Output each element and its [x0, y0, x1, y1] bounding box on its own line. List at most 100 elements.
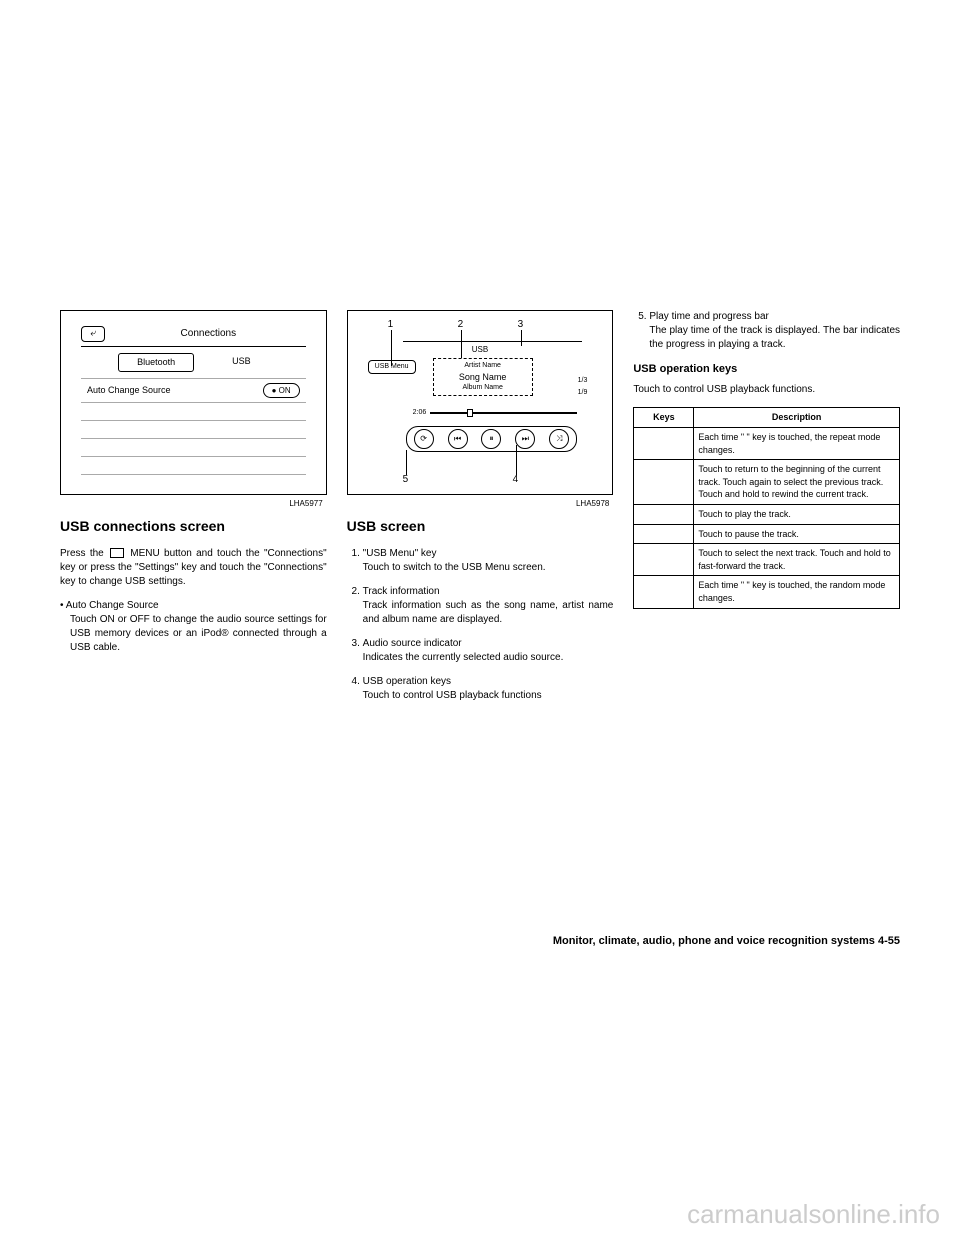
th-keys: Keys	[634, 408, 694, 428]
col3-intro: Touch to control USB playback functions.	[633, 383, 900, 397]
column-2: 1 2 3 USB USB Menu Artist Name Song Name…	[347, 310, 614, 713]
cell-desc: Touch to pause the track.	[694, 524, 900, 544]
callout-line	[516, 445, 517, 475]
callout-4: 4	[513, 473, 519, 487]
col2-header: USB screen	[347, 517, 614, 537]
li-body: The play time of the track is displayed.…	[649, 325, 900, 350]
cell-desc: Touch to select the next track. Touch an…	[694, 544, 900, 576]
on-badge: ● ON	[263, 383, 300, 398]
col1-header: USB connections screen	[60, 517, 327, 537]
cell-key	[634, 460, 694, 505]
figure-1-inner: ⤶ Connections Bluetooth USB Auto Change …	[81, 326, 306, 475]
cell-key	[634, 524, 694, 544]
watermark: carmanualsonline.info	[687, 1199, 940, 1230]
progress-bar	[430, 412, 577, 414]
album-name: Album Name	[444, 383, 522, 393]
time-row: 2:06	[413, 408, 578, 418]
figure-1: ⤶ Connections Bluetooth USB Auto Change …	[60, 310, 327, 495]
fig1-title-row: ⤶ Connections	[81, 326, 306, 347]
column-3: Play time and progress bar The play time …	[633, 310, 900, 713]
page-footer: Monitor, climate, audio, phone and voice…	[553, 935, 900, 947]
callout-line	[521, 330, 522, 346]
li-body: Track information such as the song name,…	[363, 600, 614, 625]
fig1-row-empty	[81, 439, 306, 457]
fig2-topline	[403, 341, 583, 342]
fig1-title: Connections	[111, 327, 306, 341]
page-content: ⤶ Connections Bluetooth USB Auto Change …	[60, 310, 900, 713]
frac-2: 1/9	[578, 388, 588, 398]
li-body: Touch to switch to the USB Menu screen.	[363, 562, 546, 573]
table-row: Each time " " key is touched, the random…	[634, 576, 900, 608]
usb-indicator: USB	[472, 344, 488, 355]
li-body: Touch to control USB playback functions	[363, 690, 542, 701]
col1-body-1: Press the MENU button and touch the "Con…	[60, 547, 327, 589]
figure-2: 1 2 3 USB USB Menu Artist Name Song Name…	[347, 310, 614, 495]
pause-icon: ⏸	[481, 429, 501, 449]
figure-2-inner: 1 2 3 USB USB Menu Artist Name Song Name…	[358, 316, 603, 489]
track-info-box: Artist Name Song Name Album Name	[433, 358, 533, 396]
next-icon: ⏭	[515, 429, 535, 449]
th-desc: Description	[694, 408, 900, 428]
callout-line	[406, 450, 407, 475]
list-item: USB operation keys Touch to control USB p…	[363, 675, 614, 703]
cell-key	[634, 504, 694, 524]
fig1-rows: Auto Change Source ● ON	[81, 378, 306, 475]
li-body: Indicates the currently selected audio s…	[363, 652, 564, 663]
figure-1-label: LHA5977	[60, 498, 327, 509]
row-label: Auto Change Source	[87, 384, 171, 397]
li-title: Play time and progress bar	[649, 311, 769, 322]
prev-icon: ⏮	[448, 429, 468, 449]
body1-pre: Press the	[60, 548, 108, 559]
table-row: Touch to play the track.	[634, 504, 900, 524]
list-item: Play time and progress bar The play time …	[649, 310, 900, 352]
cell-desc: Each time " " key is touched, the random…	[694, 576, 900, 608]
table-row: Each time " " key is touched, the repeat…	[634, 427, 900, 459]
cell-desc: Each time " " key is touched, the repeat…	[694, 427, 900, 459]
li-title: "USB Menu" key	[363, 548, 437, 559]
tab-usb: USB	[214, 353, 269, 372]
table-row: Touch to return to the beginning of the …	[634, 460, 900, 505]
artist-name: Artist Name	[444, 361, 522, 371]
controls-row: ⟳ ⏮ ⏸ ⏭ ⤨	[406, 426, 578, 452]
callout-5: 5	[403, 473, 409, 487]
callout-line	[461, 330, 462, 358]
li-title: Audio source indicator	[363, 638, 462, 649]
cell-key	[634, 427, 694, 459]
fig1-tabs: Bluetooth USB	[81, 353, 306, 372]
back-icon: ⤶	[81, 326, 105, 342]
repeat-icon: ⟳	[414, 429, 434, 449]
list-item: Audio source indicator Indicates the curr…	[363, 637, 614, 665]
bullet-title: • Auto Change Source	[60, 599, 327, 613]
fig1-row-1: Auto Change Source ● ON	[81, 379, 306, 403]
col2-list: "USB Menu" key Touch to switch to the USB…	[347, 547, 614, 703]
col3-subhead: USB operation keys	[633, 362, 900, 377]
song-name: Song Name	[444, 371, 522, 384]
progress-thumb	[467, 409, 473, 417]
figure-2-label: LHA5978	[347, 498, 614, 509]
li-title: USB operation keys	[363, 676, 451, 687]
home-menu-icon	[110, 548, 124, 558]
fig1-row-empty	[81, 457, 306, 475]
keys-table: Keys Description Each time " " key is to…	[633, 407, 900, 608]
cell-desc: Touch to return to the beginning of the …	[694, 460, 900, 505]
fig1-row-empty	[81, 421, 306, 439]
column-1: ⤶ Connections Bluetooth USB Auto Change …	[60, 310, 327, 713]
list-item: "USB Menu" key Touch to switch to the USB…	[363, 547, 614, 575]
bullet-auto-change: • Auto Change Source Touch ON or OFF to …	[60, 599, 327, 655]
shuffle-icon: ⤨	[549, 429, 569, 449]
col3-list: Play time and progress bar The play time …	[633, 310, 900, 352]
li-title: Track information	[363, 586, 440, 597]
cell-desc: Touch to play the track.	[694, 504, 900, 524]
cell-key	[634, 544, 694, 576]
table-header-row: Keys Description	[634, 408, 900, 428]
usb-menu-key: USB Menu	[368, 360, 416, 374]
play-time: 2:06	[413, 408, 427, 418]
table-row: Touch to pause the track.	[634, 524, 900, 544]
table-row: Touch to select the next track. Touch an…	[634, 544, 900, 576]
tab-bluetooth: Bluetooth	[118, 353, 194, 372]
bullet-body: Touch ON or OFF to change the audio sour…	[70, 613, 327, 655]
list-item: Track information Track information such …	[363, 585, 614, 627]
fig1-row-empty	[81, 403, 306, 421]
cell-key	[634, 576, 694, 608]
frac-1: 1/3	[578, 376, 588, 386]
